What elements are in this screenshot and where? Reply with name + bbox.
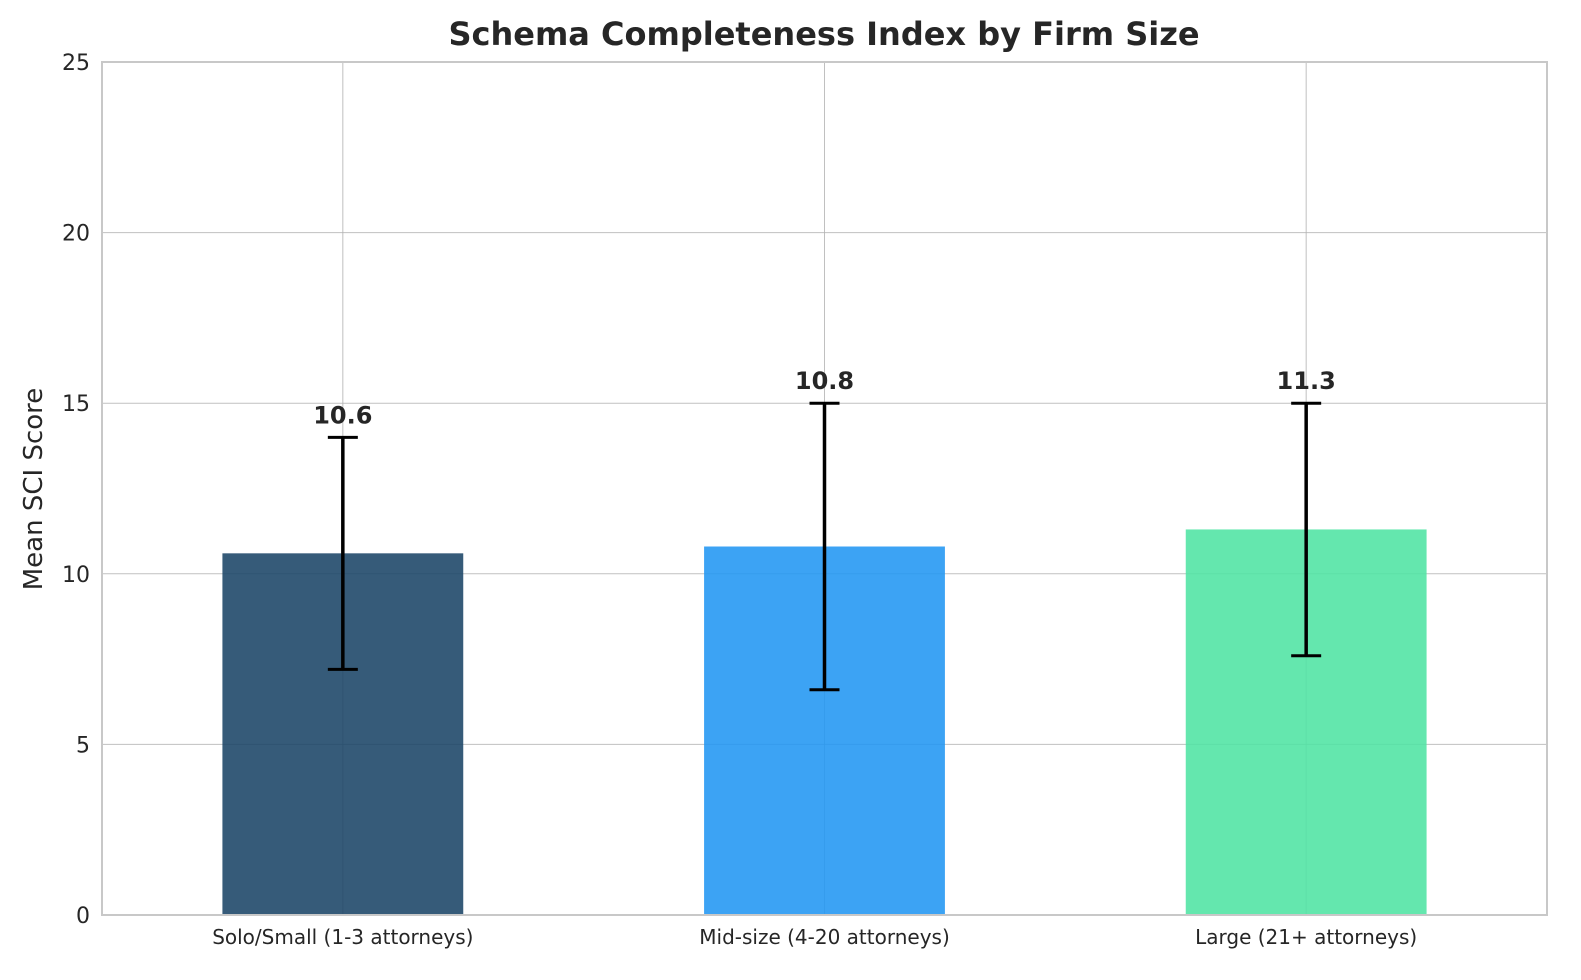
value-label: 10.8 [795,367,854,395]
error-bars [327,401,1322,692]
x-tick-label: Mid-size (4-20 attorneys) [699,925,950,949]
value-labels: 10.6 10.8 11.3 [313,367,1336,429]
y-axis-label: Mean SCI Score [19,388,49,591]
plot-border [101,61,1548,916]
y-tick-label: 20 [62,222,90,247]
y-tick-label: 10 [62,563,90,588]
plot-frame [101,61,1548,916]
y-tick-label: 5 [76,733,90,758]
error-bar [327,435,358,671]
error-bar [809,401,840,692]
x-tick-label: Large (21+ attorneys) [1195,925,1417,949]
y-tick-label: 0 [76,904,90,929]
y-tick-label: 25 [62,51,90,76]
chart-title: Schema Completeness Index by Firm Size [448,15,1199,53]
x-tick-label: Solo/Small (1-3 attorneys) [212,925,473,949]
value-label: 10.6 [313,401,372,429]
axes: 0 5 10 15 20 25 Solo/Small (1-3 attorneys) Mid-… [62,51,1417,949]
y-tick-label: 15 [62,392,90,417]
value-label: 11.3 [1277,367,1336,395]
error-bar [1291,401,1322,658]
